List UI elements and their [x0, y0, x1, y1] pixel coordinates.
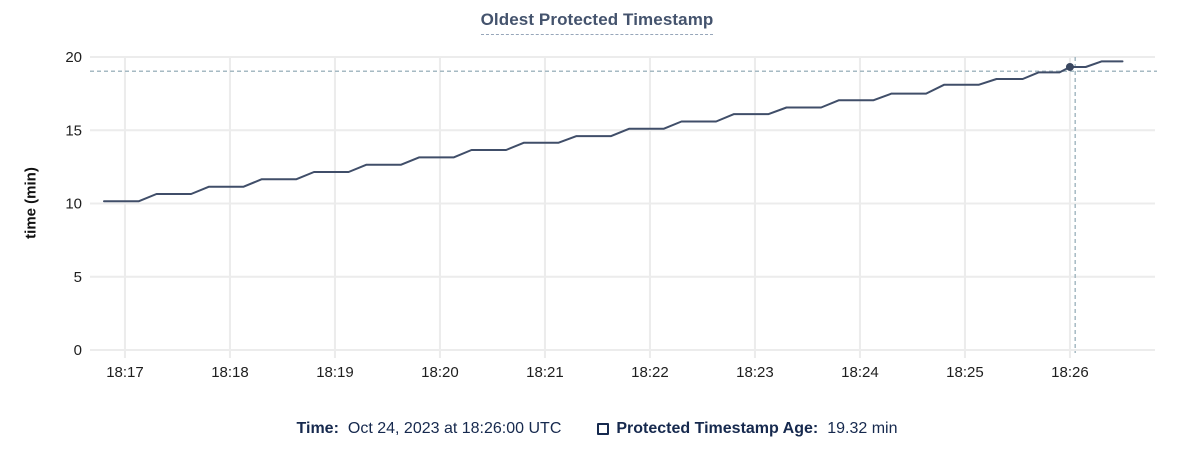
x-tick-label: 18:25	[946, 364, 984, 381]
series-checkbox[interactable]	[597, 423, 610, 435]
x-tick-label: 18:22	[631, 364, 669, 381]
vertical-gridlines: 18:17 18:18 18:19 18:20 18:21 18:22 18:23 18:24…	[106, 57, 1089, 381]
x-tick-label: 18:17	[106, 364, 144, 381]
hover-point[interactable]	[1065, 62, 1074, 71]
y-axis-title: time (min)	[22, 167, 40, 239]
x-tick-label: 18:18	[211, 364, 249, 381]
x-tick-label: 18:19	[316, 364, 354, 381]
legend-series-group: Protected Timestamp Age: 19.32 min	[597, 420, 897, 438]
hover-legend: Time: Oct 24, 2023 at 18:26:00 UTC Prote…	[0, 420, 1194, 438]
series-value: 19.32 min	[827, 420, 898, 437]
horizontal-gridlines: 0 5 10 15 20	[65, 49, 1155, 359]
y-tick-label: 0	[74, 342, 82, 359]
legend-time-group: Time: Oct 24, 2023 at 18:26:00 UTC	[297, 420, 562, 438]
series-label: Protected Timestamp Age:	[616, 420, 819, 437]
y-tick-label: 10	[65, 196, 82, 213]
y-tick-label: 20	[65, 49, 82, 66]
x-tick-label: 18:20	[421, 364, 459, 381]
chart-header: Oldest Protected Timestamp	[0, 10, 1194, 35]
chart-title[interactable]: Oldest Protected Timestamp	[480, 10, 714, 35]
y-tick-label: 15	[65, 122, 82, 139]
x-tick-label: 18:23	[736, 364, 774, 381]
x-tick-label: 18:21	[526, 364, 564, 381]
time-label: Time:	[296, 420, 339, 437]
x-tick-label: 18:24	[841, 364, 879, 381]
series-line-protected-timestamp-age	[103, 60, 1124, 203]
x-tick-label: 18:26	[1051, 364, 1089, 381]
y-tick-label: 5	[74, 269, 82, 286]
time-value: Oct 24, 2023 at 18:26:00 UTC	[347, 420, 562, 437]
